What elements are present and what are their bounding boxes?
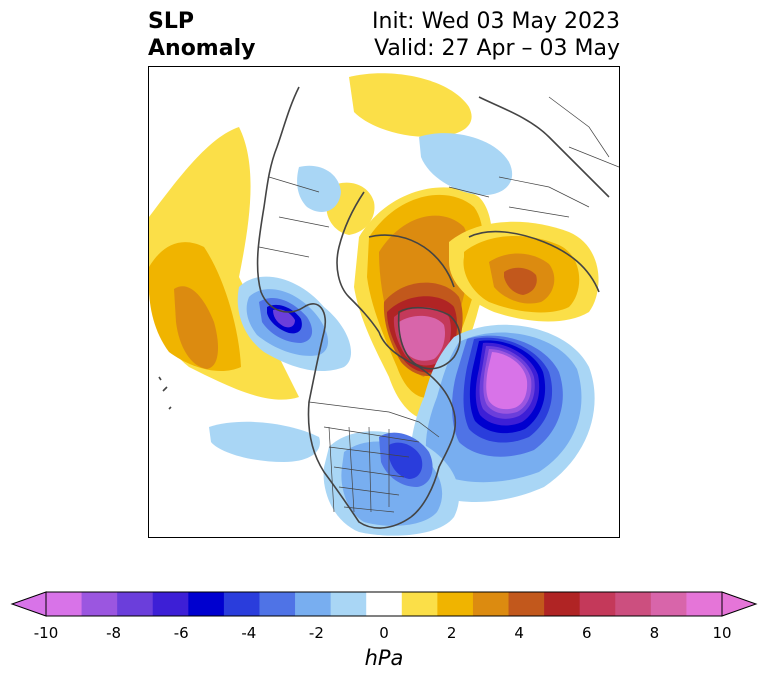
map-panel [148,66,620,538]
map-title: SLP Anomaly [148,8,255,62]
colorbar-cell [188,592,225,616]
colorbar-cell [152,592,189,616]
colorbar [10,591,758,617]
colorbar-tick-label: -8 [106,624,122,642]
colorbar-tick-label: 4 [514,624,524,642]
colorbar-under-triangle [10,591,47,617]
colorbar-cell [472,592,510,616]
colorbar-tick-label: -4 [241,624,257,642]
colorbar-tick-label: -2 [308,624,324,642]
title-line-1: SLP [148,9,194,34]
colorbar-outline [45,591,723,617]
us-low-anomaly [209,421,460,536]
init-date-text: Init: Wed 03 May 2023 [372,9,620,34]
valid-date-text: Valid: 27 Apr – 03 May [374,36,620,61]
colorbar-unit-label: hPa [364,646,404,670]
colorbar-cell [366,592,403,616]
colorbar-cells [46,592,723,616]
colorbar-cell [508,592,545,616]
colorbar-tick-label: -6 [173,624,189,642]
colorbar-tick-label: 6 [582,624,592,642]
colorbar-cell [223,592,260,616]
arctic-low-anomaly [297,133,513,212]
country-borders [258,96,619,513]
colorbar-tick-label: 0 [379,624,389,642]
colorbar-tick-label: -10 [33,624,59,642]
colorbar-tick-label: 2 [446,624,457,642]
colorbar-cell [544,592,581,616]
colorbar-cell [259,592,296,616]
colorbar-cell [46,592,83,616]
colorbar-cell [579,592,616,616]
colorbar-cell [81,592,118,616]
colorbar-cell [117,592,154,616]
colorbar-cell [401,592,438,616]
eurasia-high-anomaly [326,73,599,322]
colorbar-cell [686,592,723,616]
colorbar-tick-label: 8 [649,624,660,642]
colorbar-cell [295,592,332,616]
colorbar-over-triangle [721,591,758,617]
colorbar-tick-label: 10 [712,624,732,642]
anomaly-map [149,73,619,536]
colorbar-cell [330,592,367,616]
colorbar-cell [437,592,474,616]
date-info: Init: Wed 03 May 2023 Valid: 27 Apr – 03… [372,8,620,62]
colorbar-cell [650,592,687,616]
coastlines [158,86,610,529]
title-line-2: Anomaly [148,36,256,61]
atlantic-low-anomaly [410,324,595,502]
colorbar-cell [615,592,652,616]
